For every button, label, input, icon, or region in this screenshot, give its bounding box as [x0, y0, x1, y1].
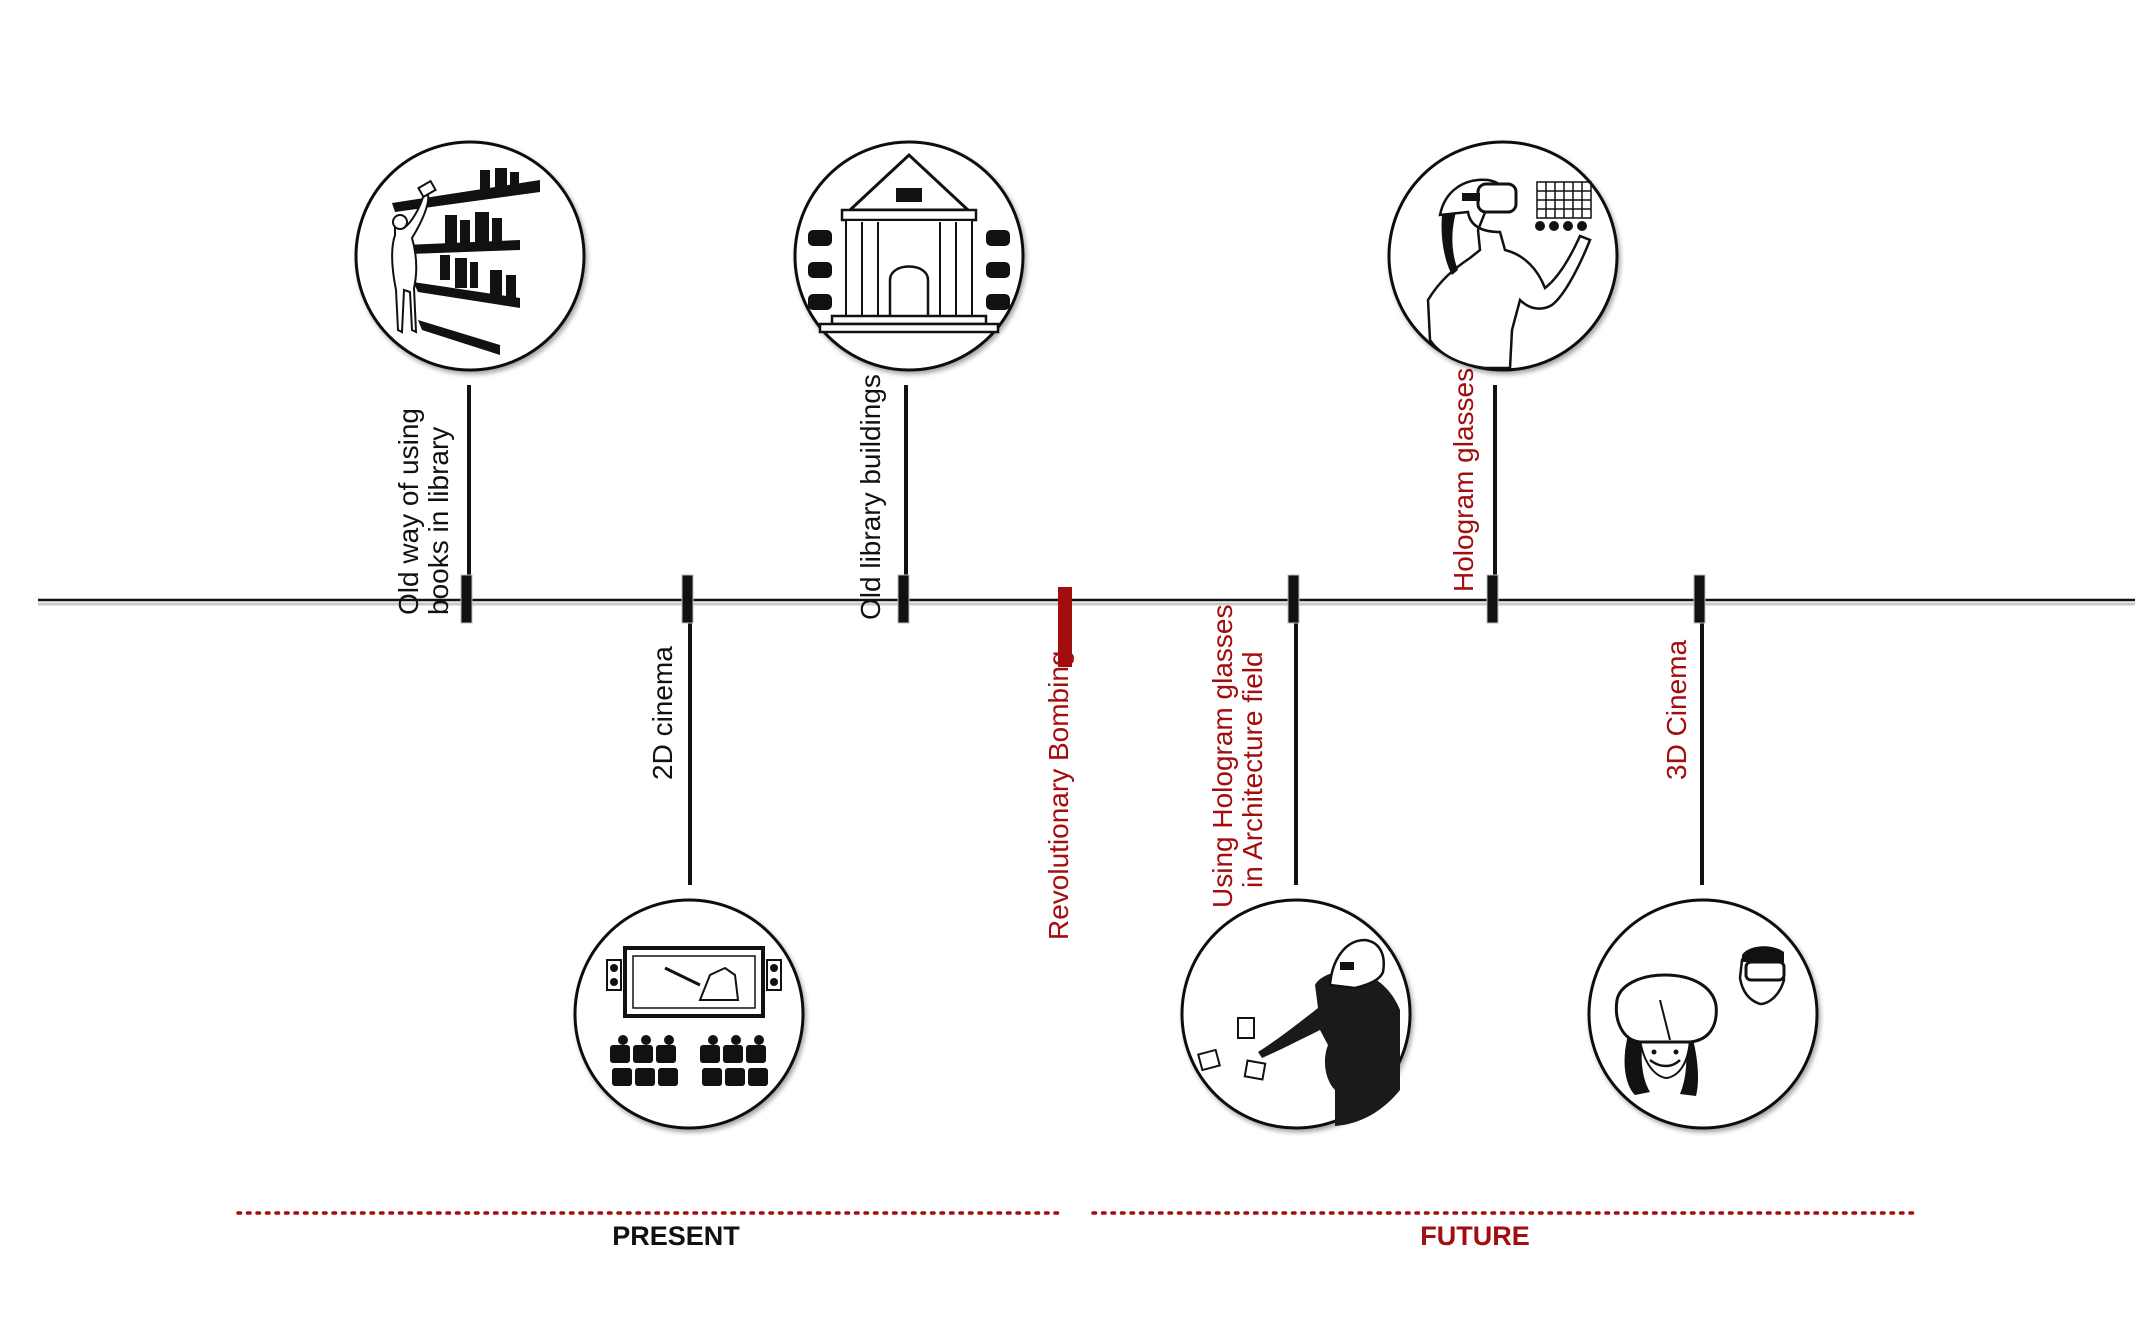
3d-cinema-drawing — [1614, 946, 1786, 1096]
library-bookshelf-icon — [354, 140, 586, 372]
event-hologram-glasses: Hologram glasses — [1387, 140, 1619, 624]
era-present: PRESENT — [236, 1211, 1064, 1251]
timeline-axis — [38, 598, 2135, 606]
event-label-line-2: books in library — [423, 427, 454, 615]
event-label-line-1: Old way of using — [393, 408, 424, 615]
event-label-line-2: in Architecture field — [1237, 651, 1268, 888]
era-present-label: PRESENT — [612, 1221, 740, 1251]
event-label-line-1: 3D Cinema — [1661, 640, 1692, 780]
event-old-library-buildings: Old library buildings — [793, 140, 1025, 624]
hologram-architecture-drawing — [1197, 938, 1400, 1126]
event-label-line-1: 2D cinema — [647, 646, 678, 780]
event-3d-cinema: 3D Cinema — [1587, 574, 1819, 1130]
event-revolutionary-bombing: Revolutionary Bombing — [1043, 587, 1074, 940]
event-2d-cinema: 2D cinema — [573, 574, 805, 1130]
event-label: 3D Cinema — [1661, 640, 1692, 780]
event-label: Revolutionary Bombing — [1043, 651, 1074, 941]
event-label-line-1: Hologram glasses — [1448, 368, 1479, 592]
era-future-label: FUTURE — [1420, 1221, 1530, 1251]
event-label-line-1: Old library buildings — [855, 374, 886, 620]
event-label-line-1: Using Hologram glasses — [1207, 605, 1238, 908]
library-bookshelf-drawing — [391, 168, 540, 355]
event-label: Hologram glasses — [1448, 368, 1479, 592]
event-label: Using Hologram glasses in Architecture f… — [1207, 597, 1268, 908]
era-future: FUTURE — [1091, 1211, 1920, 1251]
event-old-library-use: Old way of using books in library — [354, 140, 586, 624]
event-label-line-1: Revolutionary Bombing — [1043, 651, 1074, 941]
event-label: Old way of using books in library — [393, 400, 454, 615]
event-label: 2D cinema — [647, 646, 678, 780]
event-label: Old library buildings — [855, 374, 886, 620]
hologram-glasses-drawing — [1426, 178, 1592, 370]
event-hologram-architecture: Using Hologram glasses in Architecture f… — [1180, 574, 1412, 1130]
2d-cinema-drawing — [606, 946, 782, 1086]
library-building-drawing — [808, 152, 1010, 334]
